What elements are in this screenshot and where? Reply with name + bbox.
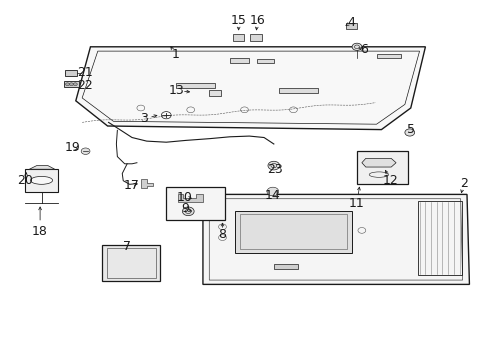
Text: 22: 22 bbox=[77, 79, 93, 92]
Text: 21: 21 bbox=[77, 66, 93, 78]
Circle shape bbox=[73, 83, 77, 86]
Text: 20: 20 bbox=[18, 174, 33, 186]
Polygon shape bbox=[76, 47, 425, 130]
Polygon shape bbox=[273, 264, 298, 269]
Text: 23: 23 bbox=[267, 163, 283, 176]
Polygon shape bbox=[203, 194, 468, 284]
Polygon shape bbox=[361, 158, 395, 167]
Text: 12: 12 bbox=[382, 174, 397, 187]
Polygon shape bbox=[278, 88, 317, 93]
Polygon shape bbox=[209, 90, 221, 96]
Ellipse shape bbox=[368, 172, 388, 177]
Polygon shape bbox=[250, 34, 262, 41]
FancyBboxPatch shape bbox=[166, 187, 224, 220]
Polygon shape bbox=[232, 34, 244, 41]
Polygon shape bbox=[141, 179, 153, 188]
Text: 3: 3 bbox=[140, 112, 148, 125]
Text: 7: 7 bbox=[123, 240, 131, 253]
Circle shape bbox=[182, 207, 194, 216]
Text: 4: 4 bbox=[346, 16, 354, 29]
Circle shape bbox=[69, 83, 73, 86]
Polygon shape bbox=[102, 245, 160, 281]
Text: 11: 11 bbox=[348, 197, 364, 210]
Circle shape bbox=[81, 148, 90, 154]
Circle shape bbox=[65, 83, 69, 86]
Text: 8: 8 bbox=[218, 228, 226, 241]
Text: 18: 18 bbox=[32, 225, 48, 238]
Polygon shape bbox=[29, 166, 55, 169]
Text: 1: 1 bbox=[172, 48, 180, 60]
Text: 6: 6 bbox=[359, 43, 367, 56]
Text: 15: 15 bbox=[230, 14, 246, 27]
Polygon shape bbox=[176, 83, 215, 88]
Text: 19: 19 bbox=[64, 141, 80, 154]
Text: 13: 13 bbox=[169, 84, 184, 97]
Polygon shape bbox=[178, 194, 203, 202]
Polygon shape bbox=[376, 54, 400, 58]
Polygon shape bbox=[63, 81, 79, 87]
Text: 14: 14 bbox=[264, 189, 280, 202]
Text: 2: 2 bbox=[459, 177, 467, 190]
Polygon shape bbox=[256, 59, 273, 63]
FancyBboxPatch shape bbox=[356, 151, 407, 184]
Text: 16: 16 bbox=[249, 14, 264, 27]
Polygon shape bbox=[65, 70, 77, 76]
Text: 10: 10 bbox=[177, 191, 192, 204]
Text: 9: 9 bbox=[181, 202, 188, 215]
Circle shape bbox=[266, 187, 278, 196]
Circle shape bbox=[351, 43, 361, 50]
Polygon shape bbox=[234, 211, 351, 253]
Polygon shape bbox=[346, 23, 356, 29]
Circle shape bbox=[404, 129, 414, 136]
Polygon shape bbox=[229, 58, 249, 63]
Text: 17: 17 bbox=[124, 179, 140, 192]
Ellipse shape bbox=[30, 176, 53, 184]
Polygon shape bbox=[25, 169, 58, 192]
Circle shape bbox=[267, 161, 279, 170]
Text: 5: 5 bbox=[406, 123, 414, 136]
